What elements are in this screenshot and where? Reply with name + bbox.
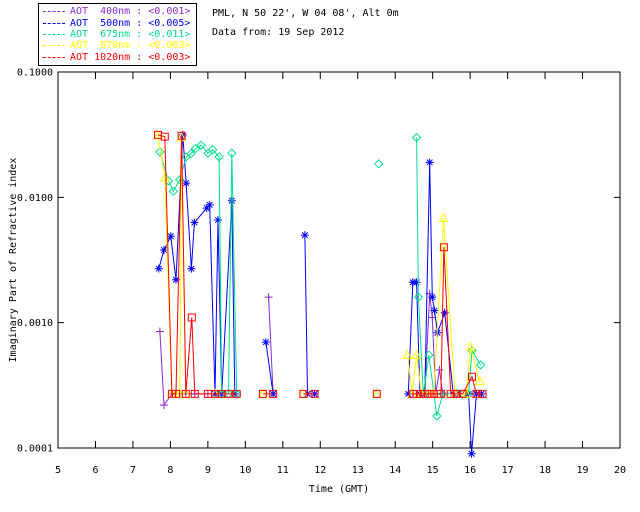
plot-header: PML, N 50 22', W 04 08', Alt 0m Data fro…: [212, 4, 399, 42]
y-tick-label: 0.0100: [17, 193, 53, 204]
x-tick-label: 10: [239, 465, 251, 476]
legend-item-label: AOT 1020nm : <0.003>: [70, 51, 191, 63]
series-line: [157, 134, 483, 395]
station-location-text: PML, N 50 22', W 04 08', Alt 0m: [212, 8, 399, 19]
axes: Time (GMT) Imaginary Part of Refractive i…: [8, 71, 621, 495]
x-tick-label: 15: [427, 465, 439, 476]
y-tick-label: 0.0010: [17, 318, 53, 329]
series-line: [159, 137, 482, 417]
data-date-text: Data from: 19 Sep 2012: [212, 27, 345, 38]
x-tick-label: 9: [205, 465, 211, 476]
legend-item-label: AOT 870nm : <0.003>: [70, 40, 191, 52]
dashed-line-swatch: [43, 22, 65, 24]
x-tick-label: 20: [614, 465, 626, 476]
y-axis-title: Imaginary Part of Refractive index: [8, 158, 19, 363]
legend-item-aot-870nm: AOT 870nm : <0.003>: [43, 40, 190, 51]
legend-item-label: AOT 675nm : <0.011>: [70, 28, 191, 40]
x-tick-label: 7: [130, 465, 136, 476]
x-tick-label: 8: [167, 465, 173, 476]
x-tick-label: 16: [464, 465, 476, 476]
dashed-line-swatch: [43, 33, 65, 35]
x-tick-label: 18: [539, 465, 551, 476]
x-axis-title: Time (GMT): [309, 484, 369, 495]
legend: AOT 400nm : <0.001> AOT 500nm : <0.005> …: [38, 3, 198, 66]
x-tick-label: 11: [277, 465, 289, 476]
series-markers: [155, 289, 447, 410]
x-axis-ticks: 5 6 7 8 9 10 11 12 13 14 15 16 17 18 19 20: [55, 72, 626, 476]
y-tick-label: 0.0001: [17, 444, 53, 455]
legend-item-label: AOT 500nm : <0.005>: [70, 17, 191, 29]
x-tick-label: 17: [502, 465, 514, 476]
x-tick-label: 12: [314, 465, 326, 476]
legend-item-label: AOT 400nm : <0.001>: [70, 6, 191, 18]
x-tick-label: 19: [577, 465, 589, 476]
dashed-line-swatch: [43, 11, 65, 13]
y-axis-ticks: 0.1000 0.0100 0.0010 0.0001: [17, 68, 620, 455]
x-tick-label: 5: [55, 465, 61, 476]
legend-item-aot-400nm: AOT 400nm : <0.001>: [43, 6, 190, 17]
dashed-line-swatch: [43, 56, 65, 58]
legend-item-aot-675nm: AOT 675nm : <0.011>: [43, 29, 190, 40]
legend-item-aot-500nm: AOT 500nm : <0.005>: [43, 17, 191, 29]
series-aot-1020nm: [154, 130, 487, 398]
y-tick-label: 0.1000: [17, 68, 53, 79]
x-tick-label: 6: [92, 465, 98, 476]
series-line: [159, 293, 444, 407]
series-markers: [154, 130, 487, 398]
dashed-line-swatch: [43, 45, 65, 47]
x-tick-label: 13: [352, 465, 364, 476]
legend-item-aot-1020nm: AOT 1020nm : <0.003>: [43, 52, 190, 63]
series-aot-400nm: [155, 289, 447, 410]
x-tick-label: 14: [389, 465, 401, 476]
